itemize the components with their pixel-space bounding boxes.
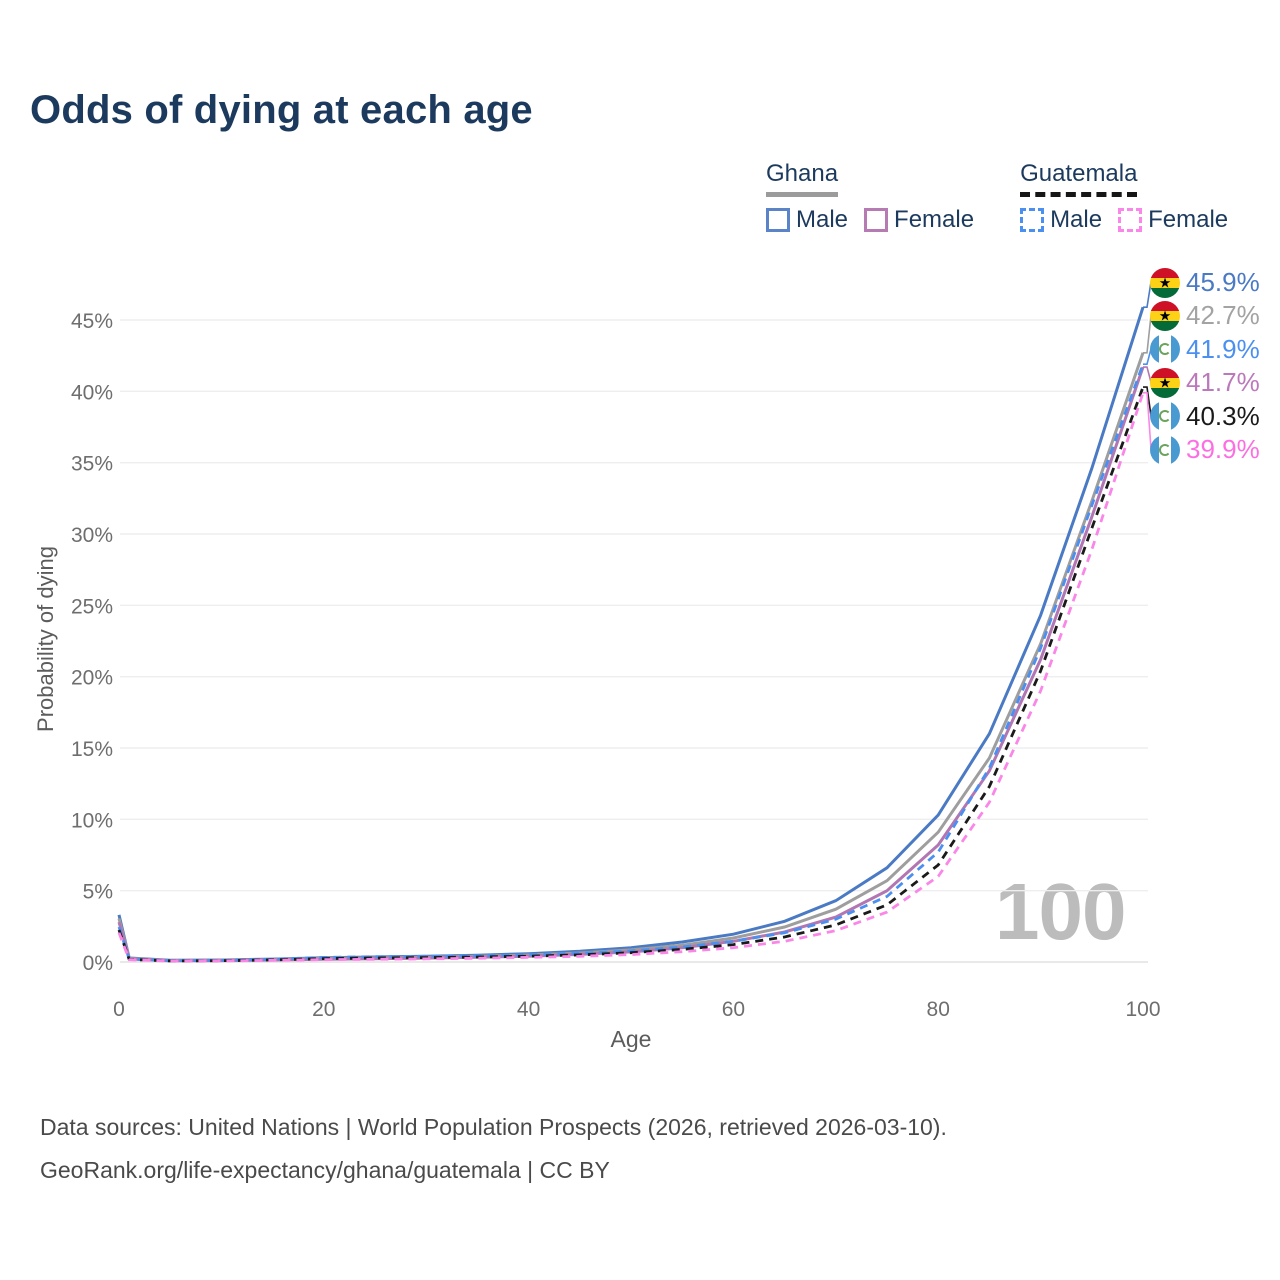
legend-label-guatemala-male: Male: [1050, 206, 1103, 233]
series-line-guatemala-all: [117, 386, 1145, 963]
y-tick-label: 35%: [71, 453, 113, 476]
legend-items-ghana: Male Female: [766, 206, 974, 234]
series-end-label-ghana-male: 45.9%: [1150, 267, 1260, 298]
x-tick-label: 20: [312, 998, 335, 1021]
x-tick-label: 100: [1125, 998, 1160, 1021]
end-value-ghana-male: 45.9%: [1186, 267, 1260, 297]
y-tick-label: 15%: [71, 738, 113, 761]
y-tick-label: 20%: [71, 667, 113, 690]
ghana-flag-icon: [1150, 267, 1180, 298]
checkbox-guatemala-male[interactable]: [1020, 208, 1045, 232]
series-line-guatemala-female: [117, 392, 1145, 963]
x-tick-label: 60: [722, 998, 745, 1021]
legend-title-guatemala: Guatemala: [1020, 160, 1138, 197]
guatemala-flag-icon: [1150, 334, 1180, 365]
legend-label-ghana-male: Male: [796, 206, 849, 233]
end-value-guatemala-male: 41.9%: [1186, 333, 1260, 364]
legend: Ghana Male Female Guatemala Male Female: [766, 160, 1228, 234]
leader-line-guatemala-all: [1143, 386, 1152, 416]
leader-line-ghana-male: [1143, 281, 1152, 308]
y-tick-label: 40%: [71, 381, 113, 404]
page-title: Odds of dying at each age: [30, 88, 533, 132]
checkbox-guatemala-female[interactable]: [1118, 208, 1143, 232]
legend-group-guatemala: Guatemala Male Female: [1020, 160, 1228, 234]
series-line-ghana-male: [117, 306, 1145, 962]
y-axis-title: Probability of dying: [33, 546, 58, 732]
legend-item-guatemala-male[interactable]: Male: [1020, 206, 1102, 234]
leader-line-guatemala-female: [1143, 392, 1152, 450]
legend-label-ghana-female: Female: [894, 206, 975, 233]
leader-line-ghana-all: [1143, 315, 1152, 354]
series-end-label-guatemala-all: 40.3%: [1150, 401, 1260, 432]
series-line-ghana-female: [117, 366, 1145, 963]
watermark-age-100: 100: [995, 867, 1126, 956]
footer-data-sources: Data sources: United Nations | World Pop…: [40, 1114, 947, 1140]
y-tick-label: 25%: [71, 595, 113, 618]
series-end-label-guatemala-male: 41.9%: [1150, 334, 1260, 365]
legend-items-guatemala: Male Female: [1020, 206, 1228, 234]
x-tick-label: 40: [517, 998, 540, 1021]
guatemala-flag-icon: [1150, 401, 1180, 432]
end-value-ghana-female: 41.7%: [1186, 367, 1260, 398]
legend-item-ghana-male[interactable]: Male: [766, 206, 848, 234]
x-tick-label: 80: [927, 998, 950, 1021]
y-tick-label: 45%: [71, 310, 113, 333]
legend-title-ghana: Ghana: [766, 160, 839, 197]
leader-line-ghana-female: [1143, 366, 1152, 383]
y-tick-label: 5%: [83, 881, 113, 904]
guatemala-flag-icon: [1150, 434, 1180, 465]
legend-group-ghana: Ghana Male Female: [766, 160, 974, 234]
series-end-label-guatemala-female: 39.9%: [1150, 434, 1260, 465]
footer: Data sources: United Nations | World Pop…: [40, 1106, 947, 1192]
footer-attribution: GeoRank.org/life-expectancy/ghana/guatem…: [40, 1157, 610, 1183]
series-end-label-ghana-female: 41.7%: [1150, 367, 1260, 398]
series-line-guatemala-male: [117, 363, 1145, 963]
x-tick-label: 0: [113, 998, 125, 1021]
checkbox-ghana-female[interactable]: [864, 208, 889, 232]
end-value-guatemala-all: 40.3%: [1186, 400, 1260, 431]
legend-label-guatemala-female: Female: [1148, 206, 1229, 233]
leader-line-guatemala-male: [1143, 348, 1152, 365]
y-tick-label: 10%: [71, 809, 113, 832]
ghana-flag-icon: [1150, 367, 1180, 398]
ghana-flag-icon: [1150, 300, 1180, 331]
y-tick-label: 0%: [83, 952, 113, 975]
legend-item-guatemala-female[interactable]: Female: [1118, 206, 1228, 234]
x-axis-title: Age: [610, 1026, 652, 1052]
end-value-ghana-all: 42.7%: [1186, 300, 1260, 331]
legend-item-ghana-female[interactable]: Female: [864, 206, 974, 234]
series-line-ghana-all: [117, 352, 1145, 963]
checkbox-ghana-male[interactable]: [766, 208, 790, 232]
y-tick-label: 30%: [71, 524, 113, 547]
series-end-label-ghana-all: 42.7%: [1150, 300, 1260, 331]
end-value-guatemala-female: 39.9%: [1186, 434, 1260, 464]
